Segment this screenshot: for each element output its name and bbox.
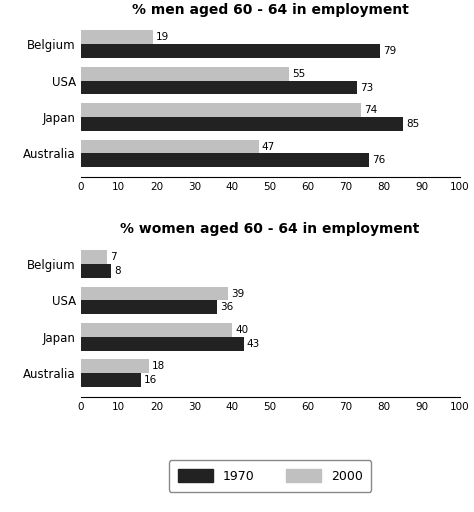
Text: 16: 16 [144,375,157,385]
Bar [81,301,217,314]
Text: 85: 85 [406,119,419,129]
Text: 74: 74 [364,105,377,115]
Bar [81,30,153,44]
Title: % women aged 60 - 64 in employment: % women aged 60 - 64 in employment [120,222,420,237]
Title: % men aged 60 - 64 in employment: % men aged 60 - 64 in employment [132,3,409,16]
Bar [81,373,141,387]
Bar [81,250,107,264]
Bar [81,44,380,58]
Text: 43: 43 [246,339,260,349]
Bar [81,67,289,80]
Text: 7: 7 [110,252,117,262]
Bar [81,154,369,167]
Bar [81,323,232,337]
Legend: 1970, 2000: 1970, 2000 [169,460,371,492]
Text: 40: 40 [235,325,248,335]
Bar [81,359,149,373]
Text: 55: 55 [292,69,305,79]
Text: 39: 39 [231,289,245,298]
Bar [81,117,403,131]
Bar [81,287,228,301]
Text: 76: 76 [372,155,385,165]
Bar [81,103,361,117]
Bar [81,264,111,278]
Text: 47: 47 [262,141,275,152]
Text: 73: 73 [360,82,374,93]
Text: 19: 19 [155,32,169,42]
Bar [81,80,357,94]
Bar [81,140,259,154]
Text: 8: 8 [114,266,120,276]
Bar [81,337,244,351]
Text: 18: 18 [152,361,165,371]
Text: 79: 79 [383,46,396,56]
Text: 36: 36 [220,303,233,312]
